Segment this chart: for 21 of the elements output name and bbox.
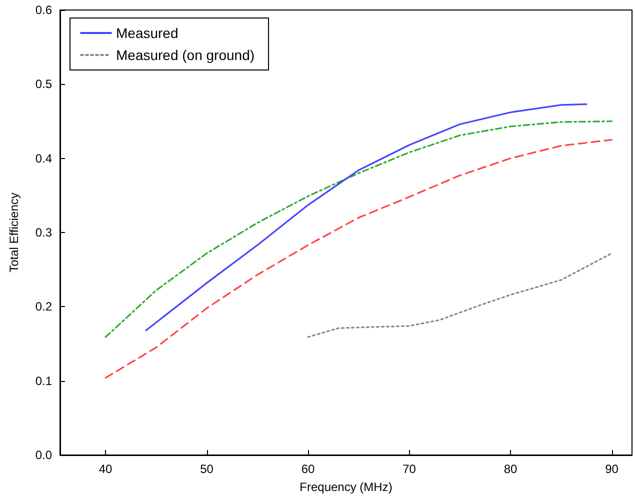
y-tick-label: 0.3 <box>35 226 52 240</box>
x-tick-label: 90 <box>605 462 619 476</box>
x-tick-label: 70 <box>402 462 416 476</box>
y-tick-label: 0.6 <box>35 3 52 17</box>
y-tick-label: 0.2 <box>35 300 52 314</box>
y-tick-label: 0.4 <box>35 151 52 166</box>
line-series <box>307 252 613 338</box>
y-tick-label: 0.5 <box>35 77 52 92</box>
x-tick-label: 40 <box>98 462 113 476</box>
y-tick-label: 0.1 <box>35 374 52 388</box>
legend-label: Measured (on ground) <box>116 47 255 63</box>
x-tick-label: 50 <box>200 462 214 476</box>
line-series <box>104 120 613 338</box>
x-axis-title: Frequency (MHz) <box>300 480 392 494</box>
x-tick-label: 60 <box>301 462 316 476</box>
line-series <box>104 138 613 379</box>
line-series <box>145 103 588 332</box>
legend-label: Measured <box>116 25 178 41</box>
y-tick-label: 0.0 <box>35 448 52 462</box>
x-tick-label: 80 <box>504 462 518 476</box>
y-axis-title: Total Efficiency <box>7 192 21 272</box>
